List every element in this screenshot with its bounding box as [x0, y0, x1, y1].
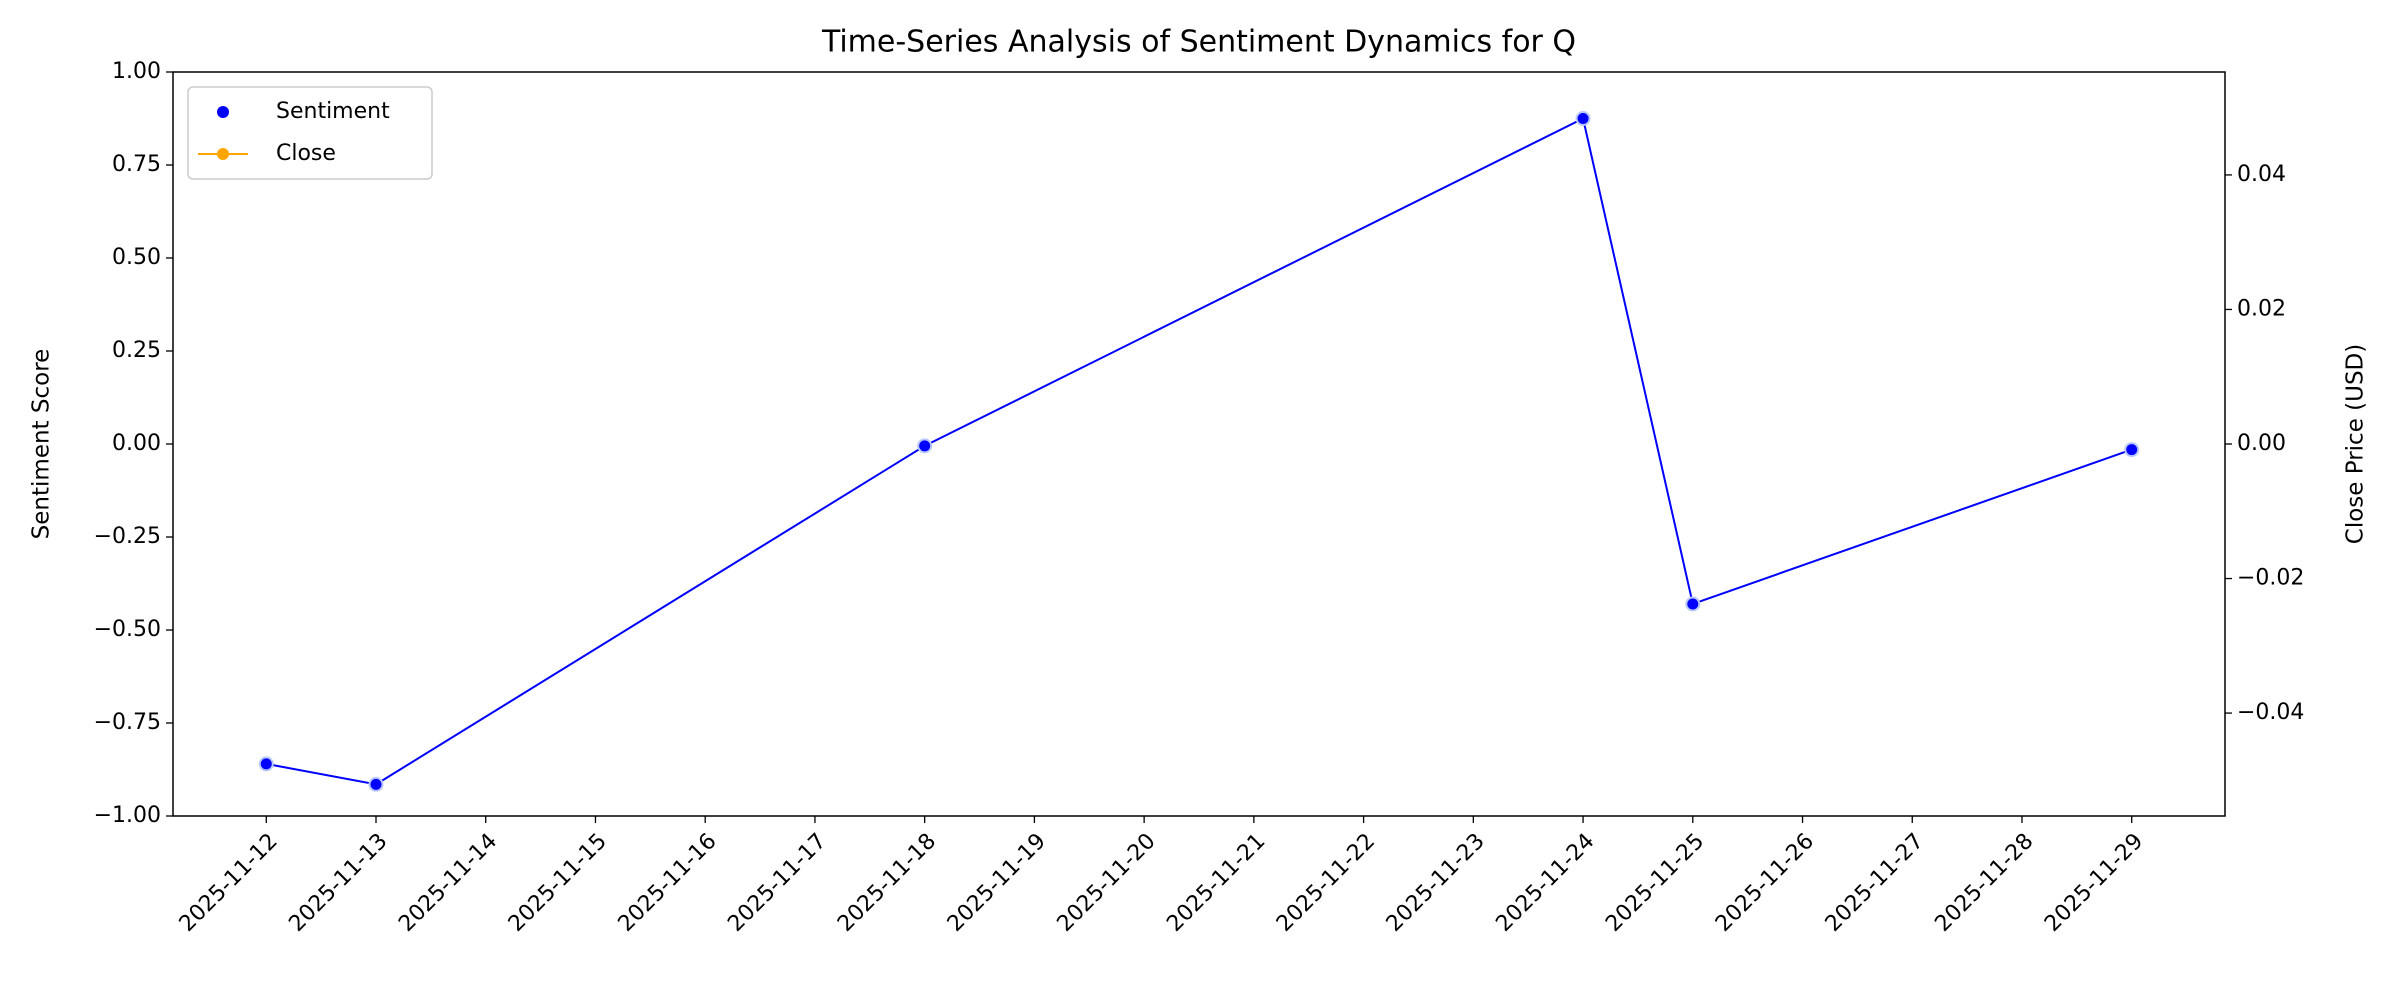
x-tick-label: 2025-11-27	[1821, 829, 1929, 937]
data-point	[258, 756, 274, 772]
chart-title: Time-Series Analysis of Sentiment Dynami…	[821, 25, 1576, 60]
x-tick-label: 2025-11-18	[833, 829, 941, 937]
x-tick-label: 2025-11-19	[943, 829, 1051, 937]
x-tick-label: 2025-11-26	[1711, 829, 1819, 937]
y-tick-label: 1.00	[112, 59, 161, 84]
data-point	[368, 776, 384, 792]
x-tick-label: 2025-11-12	[175, 829, 283, 937]
data-point	[1685, 596, 1701, 612]
y2-tick-label: −0.04	[2237, 700, 2304, 725]
data-point	[1575, 111, 1591, 126]
y-tick-label: −0.25	[94, 524, 161, 549]
legend-box	[187, 86, 433, 180]
y2-tick-label: 0.04	[2237, 162, 2286, 187]
y2-tick-label: 0.02	[2237, 296, 2286, 321]
y-tick-label: 0.50	[112, 245, 161, 270]
series-line	[266, 117, 2133, 786]
x-tick-label: 2025-11-20	[1053, 829, 1161, 937]
legend-label: Sentiment	[276, 99, 390, 124]
x-tick-label: 2025-11-14	[394, 829, 502, 937]
plot-frame	[172, 71, 2226, 817]
y2-tick-label: 0.00	[2237, 431, 2286, 456]
x-tick-label: 2025-11-24	[1491, 829, 1599, 937]
y-tick-label: 0.25	[112, 338, 161, 363]
y-axis-label: Sentiment Score	[29, 349, 55, 540]
x-tick-label: 2025-11-16	[614, 829, 722, 937]
x-tick-label: 2025-11-23	[1382, 829, 1490, 937]
y-tick-label: −0.75	[94, 710, 161, 735]
x-tick-label: 2025-11-17	[723, 829, 831, 937]
x-tick-label: 2025-11-15	[504, 829, 612, 937]
data-point	[2124, 442, 2140, 458]
y-tick-label: 0.75	[112, 152, 161, 177]
x-tick-label: 2025-11-29	[2040, 829, 2148, 937]
y-tick-label: 0.00	[112, 431, 161, 456]
legend-label: Close	[276, 141, 336, 166]
legend-marker	[217, 106, 229, 118]
x-tick-label: 2025-11-13	[284, 829, 392, 937]
y-tick-label: −0.50	[94, 617, 161, 642]
y2-axis-label: Close Price (USD)	[2343, 344, 2369, 544]
legend: Sentiment Close	[187, 86, 433, 180]
x-tick-label: 2025-11-28	[1930, 829, 2038, 937]
x-tick-label: 2025-11-21	[1162, 829, 1270, 937]
x-tick-label: 2025-11-22	[1272, 829, 1380, 937]
data-point	[917, 438, 933, 454]
x-tick-label: 2025-11-25	[1601, 829, 1709, 937]
legend-marker	[217, 148, 229, 160]
y-tick-label: −1.00	[94, 803, 161, 828]
y2-tick-label: −0.02	[2237, 566, 2304, 591]
